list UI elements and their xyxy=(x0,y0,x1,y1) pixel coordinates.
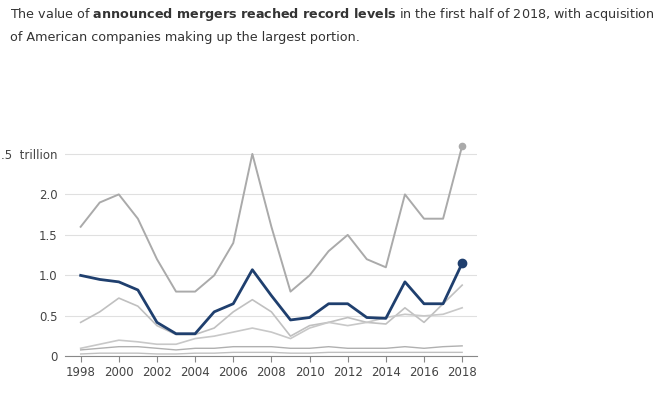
Text: The value of $\bf{announced\ mergers\ reached\ record\ levels}$ in the first hal: The value of $\bf{announced\ mergers\ re… xyxy=(10,6,654,23)
Text: of American companies making up the largest portion.: of American companies making up the larg… xyxy=(10,31,360,44)
